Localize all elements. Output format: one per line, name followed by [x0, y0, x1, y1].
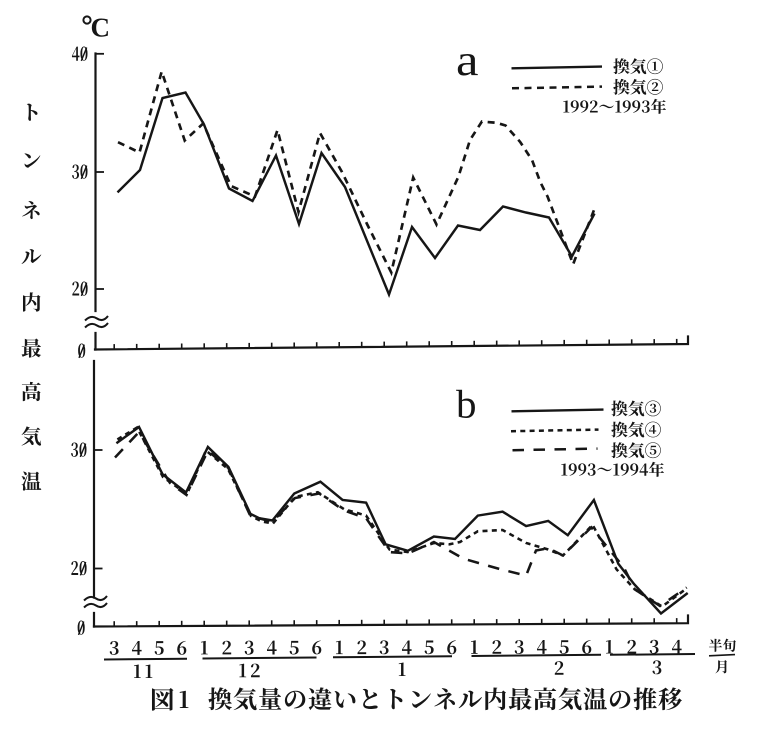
svg-text:b: b [456, 382, 477, 427]
svg-text:a: a [456, 36, 479, 85]
svg-text:C: C [91, 13, 111, 43]
